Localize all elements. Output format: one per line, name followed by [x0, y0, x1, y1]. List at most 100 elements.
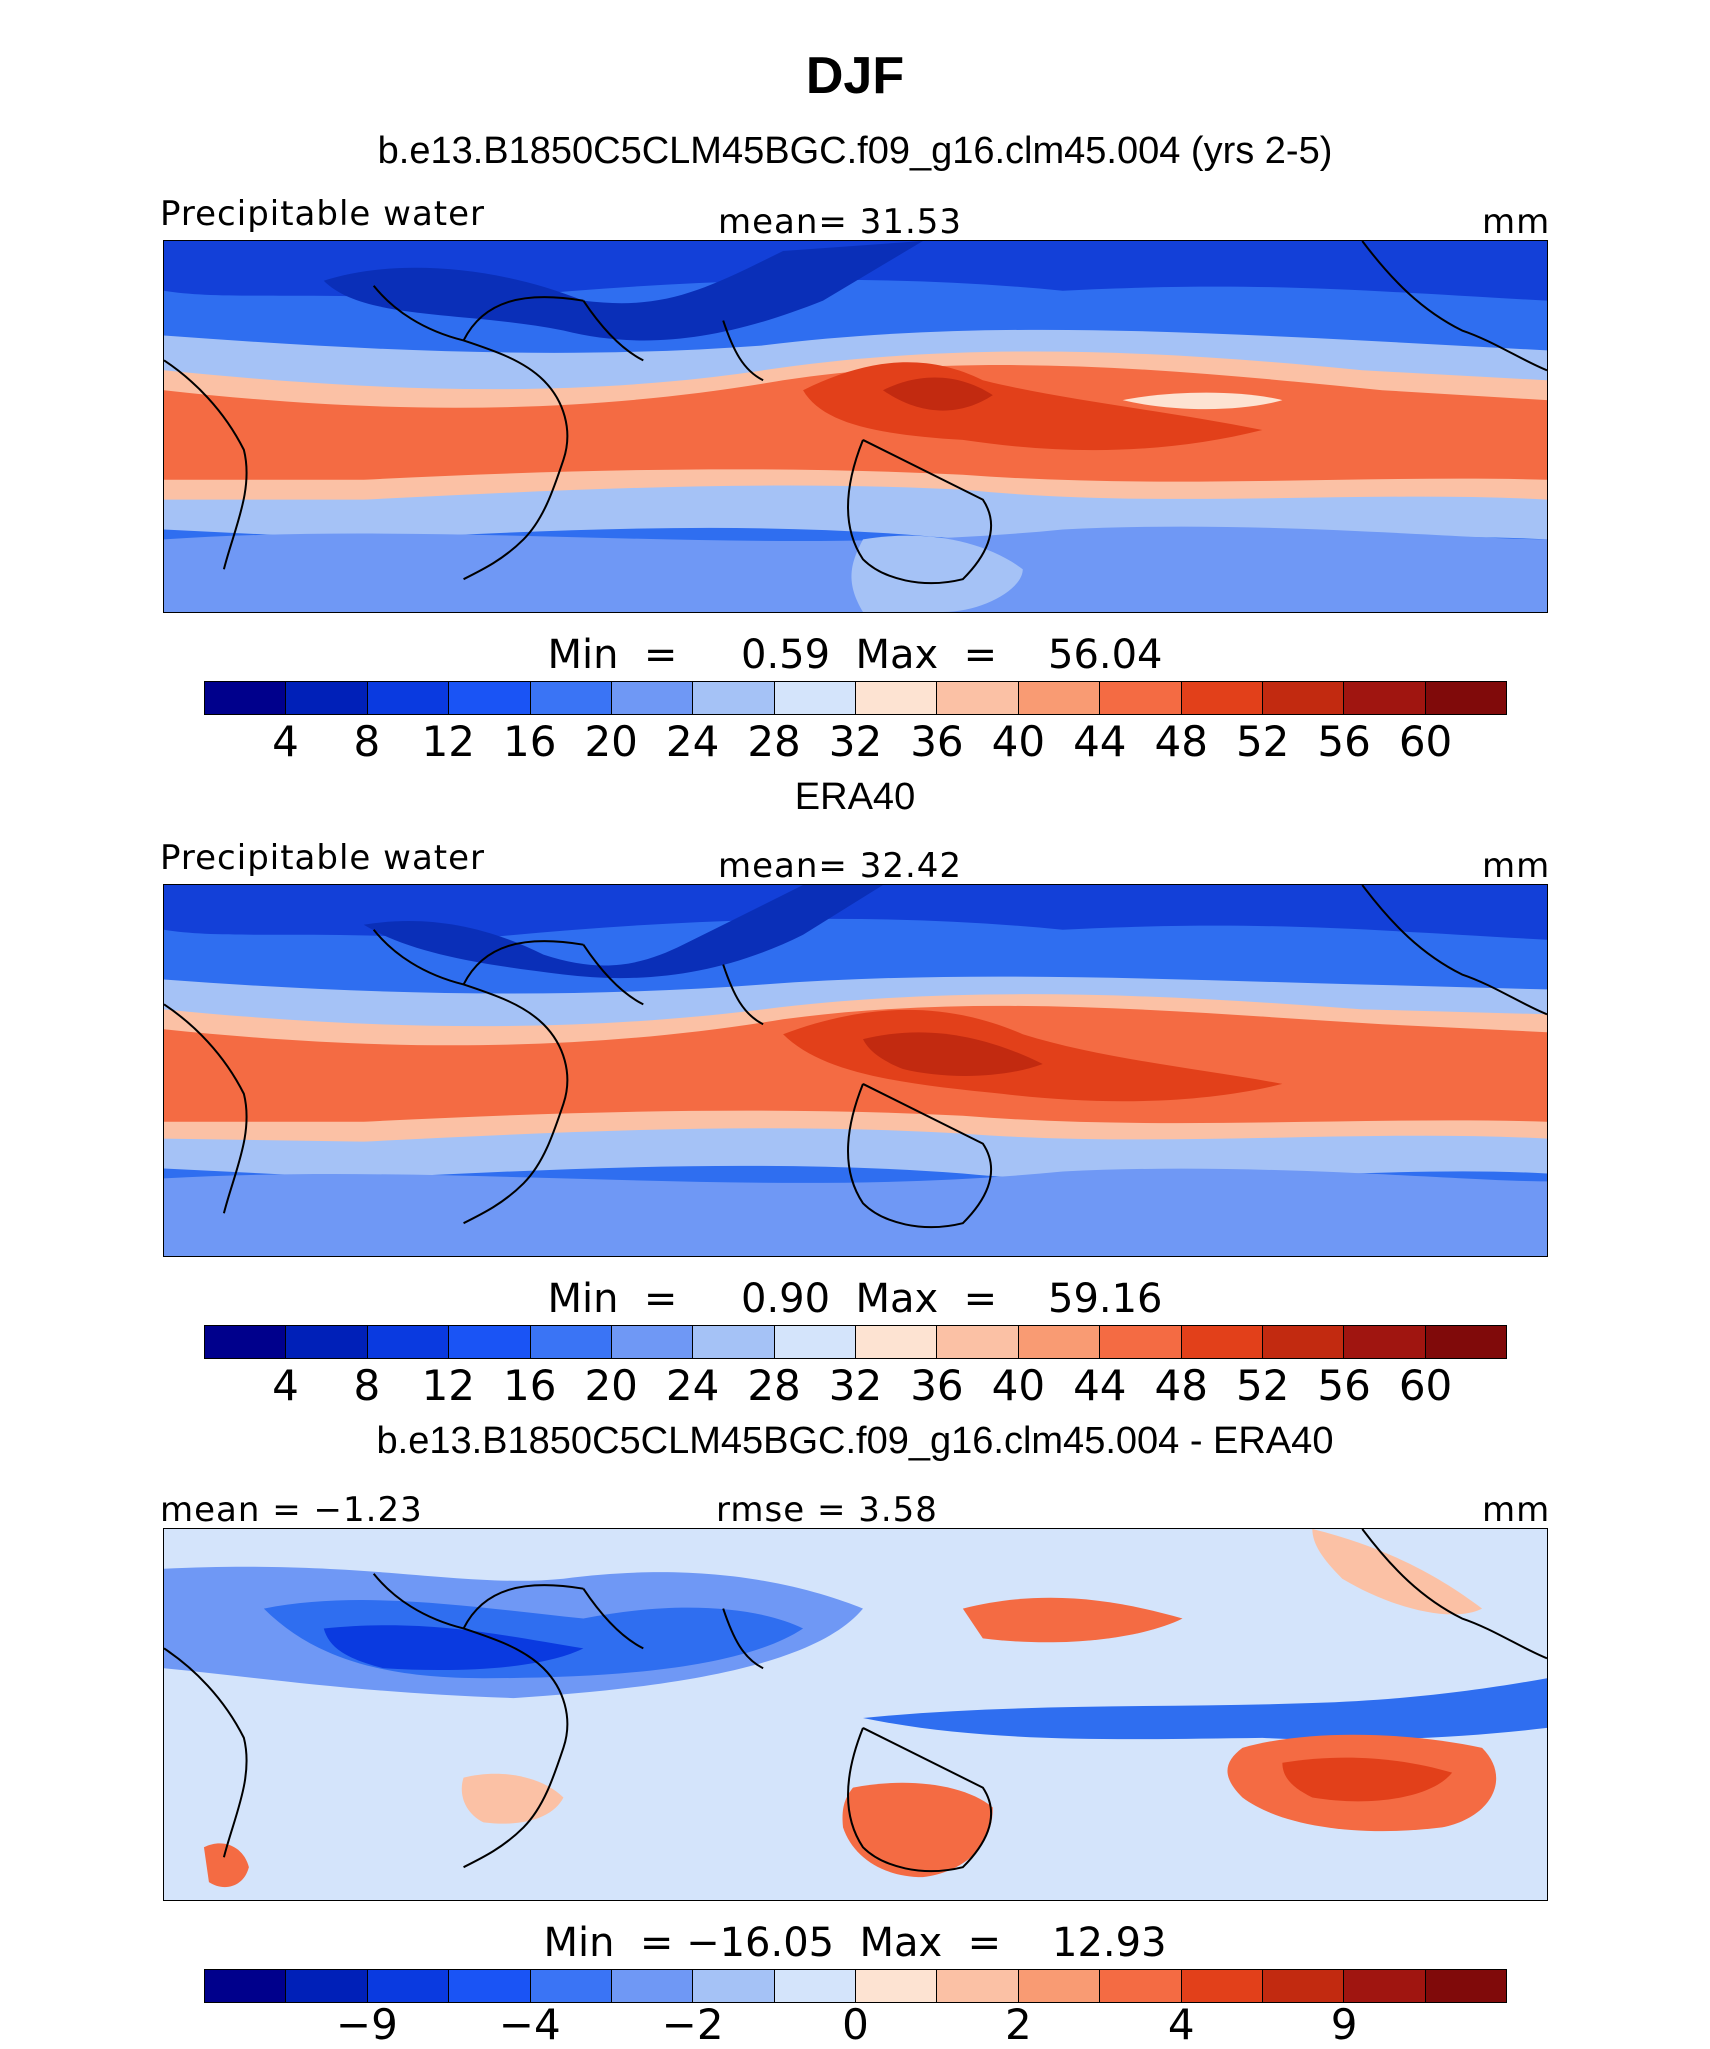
- tick-label: 2: [1005, 2000, 1032, 2049]
- colorbar-swatch: [693, 1326, 775, 1358]
- colorbar-swatch: [611, 1326, 694, 1358]
- tick-label: 40: [991, 1361, 1046, 1410]
- tick-label: 60: [1398, 1361, 1453, 1410]
- panel3-rmse-label: rmse = 3.58: [716, 1490, 938, 1530]
- colorbar-swatch: [286, 1326, 368, 1358]
- panel2-mean-label: mean= 32.42: [718, 846, 963, 886]
- tick-label: 32: [828, 1361, 883, 1410]
- colorbar-swatch: [937, 682, 1019, 714]
- tick-label: 28: [747, 1361, 801, 1410]
- tick-label: 8: [353, 1361, 381, 1410]
- colorbar-swatch: [856, 1970, 938, 2002]
- colorbar-swatch: [1181, 682, 1263, 714]
- colorbar-swatch: [937, 1326, 1019, 1358]
- panel2-subtitle: ERA40: [794, 776, 916, 818]
- panel3-minmax: Min = −16.05 Max = 12.93: [543, 1920, 1167, 1966]
- tick-label: 16: [503, 1361, 557, 1410]
- tick-label: 12: [421, 717, 476, 766]
- tick-label: 52: [1235, 1361, 1290, 1410]
- panel1-colorbar: [204, 681, 1507, 715]
- colorbar-swatch: [1018, 1326, 1101, 1358]
- colorbar-swatch: [1262, 1326, 1345, 1358]
- tick-label: 32: [828, 717, 883, 766]
- tick-label: 9: [1330, 2000, 1358, 2049]
- panel1-minmax: Min = 0.59 Max = 56.04: [547, 632, 1163, 678]
- colorbar-swatch: [1100, 1970, 1182, 2002]
- tick-label: −4: [498, 2000, 561, 2049]
- colorbar-swatch: [367, 682, 450, 714]
- tick-label: 60: [1398, 717, 1453, 766]
- colorbar-swatch: [1425, 1970, 1506, 2002]
- tick-label: −9: [335, 2000, 398, 2049]
- colorbar-swatch: [1344, 1326, 1426, 1358]
- colorbar-swatch: [449, 1970, 531, 2002]
- panel2-unit-label: mm: [1482, 846, 1551, 886]
- tick-label: 20: [584, 1361, 638, 1410]
- tick-label: 36: [910, 1361, 964, 1410]
- colorbar-swatch: [205, 1326, 287, 1358]
- colorbar-swatch: [1018, 682, 1101, 714]
- tick-label: 44: [1073, 1361, 1127, 1410]
- colorbar-swatch: [693, 1970, 775, 2002]
- colorbar-swatch: [367, 1326, 450, 1358]
- tick-label: 56: [1317, 717, 1371, 766]
- panel2-variable-label: Precipitable water: [160, 838, 486, 878]
- colorbar-swatch: [774, 1326, 856, 1358]
- panel1-unit-label: mm: [1482, 202, 1551, 242]
- tick-label: 36: [910, 717, 964, 766]
- tick-label: 44: [1073, 717, 1127, 766]
- colorbar-swatch: [449, 1326, 531, 1358]
- tick-label: 48: [1154, 717, 1208, 766]
- colorbar-swatch: [205, 1970, 287, 2002]
- tick-label: 52: [1235, 717, 1290, 766]
- panel2-field: [164, 885, 1547, 1256]
- panel2-map: [163, 884, 1548, 1257]
- tick-label: 28: [747, 717, 801, 766]
- tick-label: 8: [353, 717, 381, 766]
- panel3-unit-label: mm: [1482, 1490, 1551, 1530]
- colorbar-swatch: [1181, 1970, 1263, 2002]
- panel3-ticks: −9 −4 −2 0 2 4 9: [204, 2000, 1507, 2049]
- colorbar-swatch: [1344, 682, 1426, 714]
- colorbar-swatch: [1262, 682, 1345, 714]
- colorbar-swatch: [1100, 1326, 1182, 1358]
- panel3-mean-label: mean = −1.23: [160, 1490, 423, 1530]
- colorbar-swatch: [1425, 682, 1506, 714]
- panel3-map: [163, 1528, 1548, 1901]
- colorbar-swatch: [937, 1970, 1019, 2002]
- colorbar-swatch: [774, 1970, 856, 2002]
- colorbar-swatch: [1018, 1970, 1101, 2002]
- tick-label: 20: [584, 717, 638, 766]
- tick-label: 40: [991, 717, 1046, 766]
- colorbar-swatch: [1262, 1970, 1345, 2002]
- tick-label: 16: [503, 717, 557, 766]
- panel1-variable-label: Precipitable water: [160, 194, 486, 234]
- tick-label: 24: [665, 717, 720, 766]
- tick-label: 24: [665, 1361, 720, 1410]
- colorbar-swatch: [449, 682, 531, 714]
- tick-label: 4: [272, 1361, 299, 1410]
- panel1-map: [163, 240, 1548, 613]
- panel2-colorbar: [204, 1325, 1507, 1359]
- panel3-field: [164, 1529, 1547, 1900]
- colorbar-swatch: [856, 1326, 938, 1358]
- colorbar-swatch: [1181, 1326, 1263, 1358]
- colorbar-swatch: [774, 682, 856, 714]
- colorbar-swatch: [367, 1970, 450, 2002]
- colorbar-swatch: [1344, 1970, 1426, 2002]
- tick-label: 4: [272, 717, 299, 766]
- colorbar-swatch: [611, 1970, 694, 2002]
- colorbar-swatch: [1425, 1326, 1506, 1358]
- colorbar-swatch: [286, 1970, 368, 2002]
- colorbar-swatch: [530, 682, 612, 714]
- colorbar-swatch: [530, 1326, 612, 1358]
- colorbar-swatch: [693, 682, 775, 714]
- colorbar-swatch: [856, 682, 938, 714]
- tick-label: 12: [421, 1361, 476, 1410]
- panel2-minmax: Min = 0.90 Max = 59.16: [547, 1276, 1163, 1322]
- tick-label: 48: [1154, 1361, 1208, 1410]
- colorbar-swatch: [1100, 682, 1182, 714]
- tick-label: 0: [842, 2000, 869, 2049]
- figure-title: DJF: [805, 47, 905, 105]
- panel3-subtitle: b.e13.B1850C5CLM45BGC.f09_g16.clm45.004 …: [376, 1420, 1334, 1462]
